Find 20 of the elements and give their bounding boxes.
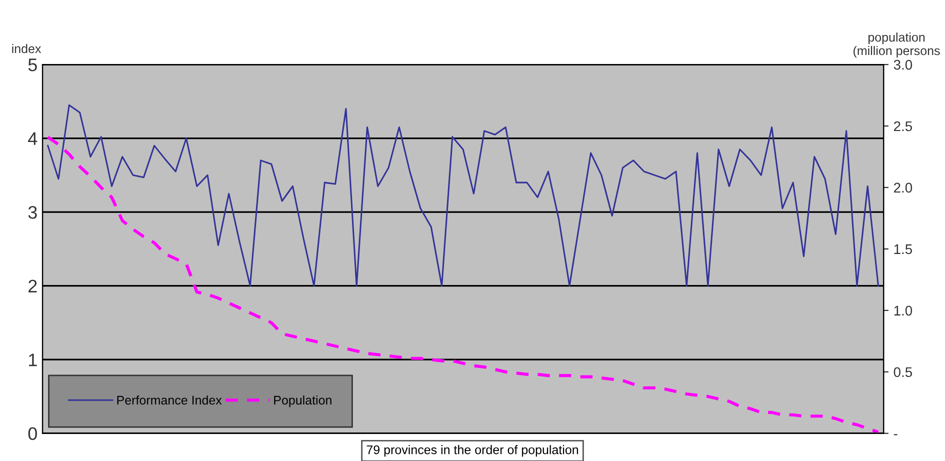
- legend-label: Performance Index: [117, 395, 222, 405]
- y2-axis-title: population (million persons: [854, 32, 940, 58]
- y2-tick-label: 2.5: [894, 121, 912, 132]
- y-tick-label: 0: [28, 427, 37, 440]
- y2-tick-label: 0.5: [894, 367, 912, 378]
- y2-tick-label: -: [894, 434, 898, 436]
- y-tick-label: 5: [28, 58, 37, 72]
- y-tick-label: 3: [28, 206, 37, 219]
- y-tick-label: 2: [28, 280, 37, 292]
- line-series: [47, 104, 880, 287]
- y-tick-label: 1: [29, 354, 37, 366]
- y2-tick-label: 2.0: [894, 182, 912, 193]
- y2-tick-label: 1.0: [894, 306, 912, 316]
- y-axis-title: index: [12, 44, 42, 54]
- y2-tick-label: 1.5: [894, 244, 912, 254]
- legend-label: Population: [274, 395, 332, 408]
- y2-tick-label: 3.0: [894, 60, 912, 70]
- y-tick-label: 4: [28, 132, 38, 145]
- line-series: [46, 136, 880, 434]
- x-axis-title: 79 provinces in the order of population: [366, 445, 578, 457]
